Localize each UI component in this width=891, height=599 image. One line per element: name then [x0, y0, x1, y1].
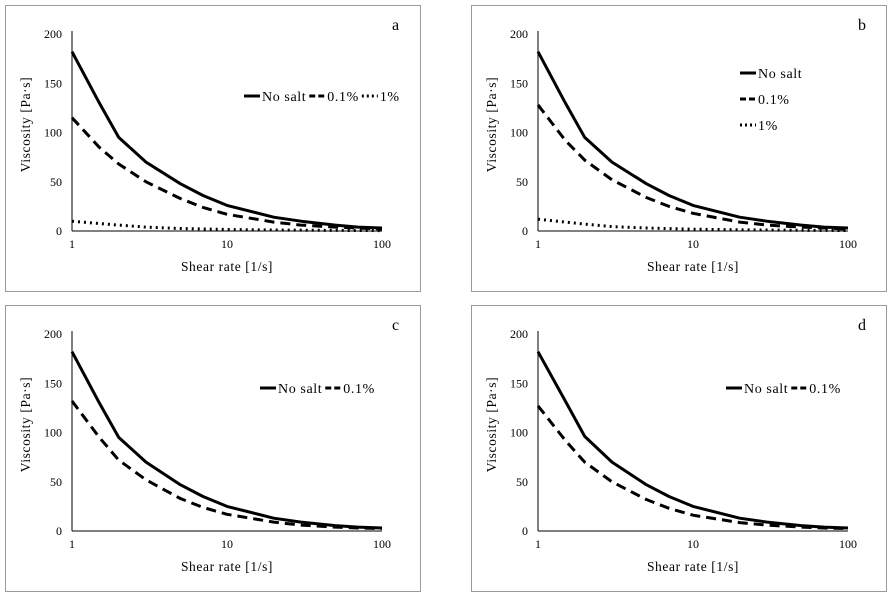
- y-tick-label: 100: [44, 126, 62, 140]
- x-tick-label: 10: [221, 237, 233, 251]
- y-tick-label: 50: [516, 175, 528, 189]
- y-axis-label: Viscosity [Pa·s]: [18, 377, 33, 472]
- panel-letter: b: [858, 17, 866, 34]
- y-tick-label: 0: [56, 524, 62, 538]
- y-tick-label: 100: [44, 426, 62, 440]
- legend-label: 0.1%: [758, 93, 790, 108]
- y-tick-label: 100: [510, 126, 528, 140]
- x-tick-label: 100: [373, 237, 391, 251]
- legend-label: 0.1%: [327, 90, 359, 105]
- x-axis-label: Shear rate [1/s]: [647, 559, 739, 574]
- panel-letter: a: [392, 17, 399, 34]
- y-tick-label: 200: [510, 27, 528, 41]
- chart-panel-a: 0 50 100 150 200 1 10 100 Shear rate [1/s] Viscos…: [5, 5, 421, 292]
- chart-panel-b: 0 50 100 150 200 1 10 100 Shear rate [1/s] Viscos…: [471, 5, 887, 292]
- y-tick-label: 0: [522, 524, 528, 538]
- x-tick-label: 1: [69, 537, 75, 551]
- chart-svg: 0 50 100 150 200 1 10 100 Shear rate [1/s] Viscos…: [484, 317, 866, 574]
- x-tick-label: 10: [221, 537, 233, 551]
- legend-label: 1%: [380, 90, 400, 105]
- y-tick-label: 0: [522, 224, 528, 238]
- x-axis-label: Shear rate [1/s]: [181, 559, 273, 574]
- chart-panel-c: 0 50 100 150 200 1 10 100 Shear rate [1/s] Viscos…: [5, 305, 421, 592]
- x-tick-label: 100: [373, 537, 391, 551]
- y-tick-label: 200: [44, 27, 62, 41]
- x-axis-label: Shear rate [1/s]: [181, 259, 273, 274]
- y-axis-label: Viscosity [Pa·s]: [18, 77, 33, 172]
- chart-svg: 0 50 100 150 200 1 10 100 Shear rate [1/s] Viscos…: [18, 317, 399, 574]
- legend-label: 0.1%: [343, 382, 375, 397]
- series-line-solid: [70, 350, 383, 530]
- legend-label: 1%: [758, 119, 778, 134]
- chart-svg: 0 50 100 150 200 1 10 100 Shear rate [1/s] Viscos…: [484, 17, 866, 274]
- x-tick-label: 1: [535, 537, 541, 551]
- series-line-solid: [536, 50, 849, 230]
- x-tick-label: 100: [839, 537, 857, 551]
- series-line-solid: [536, 350, 849, 530]
- legend-label: No salt: [278, 382, 322, 397]
- y-axis-label: Viscosity [Pa·s]: [484, 377, 499, 472]
- y-tick-label: 200: [510, 327, 528, 341]
- x-tick-label: 10: [687, 537, 699, 551]
- y-tick-label: 150: [510, 376, 528, 390]
- series-line-dotted: [537, 217, 849, 232]
- legend-label: No salt: [758, 67, 802, 82]
- legend-label: No salt: [262, 90, 306, 105]
- y-tick-label: 150: [510, 76, 528, 90]
- panel-letter: c: [392, 317, 399, 334]
- y-tick-label: 50: [50, 175, 62, 189]
- y-tick-label: 50: [50, 475, 62, 489]
- y-tick-label: 150: [44, 376, 62, 390]
- x-tick-label: 100: [839, 237, 857, 251]
- series-line-dotted: [71, 219, 383, 233]
- x-tick-label: 10: [687, 237, 699, 251]
- x-tick-label: 1: [535, 237, 541, 251]
- y-tick-label: 50: [516, 475, 528, 489]
- y-tick-label: 100: [510, 426, 528, 440]
- panel-letter: d: [858, 317, 866, 334]
- x-axis-label: Shear rate [1/s]: [647, 259, 739, 274]
- legend-label: No salt: [744, 382, 788, 397]
- y-tick-label: 200: [44, 327, 62, 341]
- series-line-dashed: [70, 400, 383, 530]
- chart-svg: 0 50 100 150 200 1 10 100 Shear rate [1/s] Viscos…: [18, 17, 400, 274]
- series-line-dashed: [536, 103, 849, 231]
- y-axis-label: Viscosity [Pa·s]: [484, 77, 499, 172]
- y-tick-label: 0: [56, 224, 62, 238]
- x-tick-label: 1: [69, 237, 75, 251]
- chart-panel-d: 0 50 100 150 200 1 10 100 Shear rate [1/s] Viscos…: [471, 305, 887, 592]
- series-line-solid: [70, 50, 383, 230]
- y-tick-label: 150: [44, 76, 62, 90]
- legend-label: 0.1%: [809, 382, 841, 397]
- series-line-dashed: [536, 404, 849, 530]
